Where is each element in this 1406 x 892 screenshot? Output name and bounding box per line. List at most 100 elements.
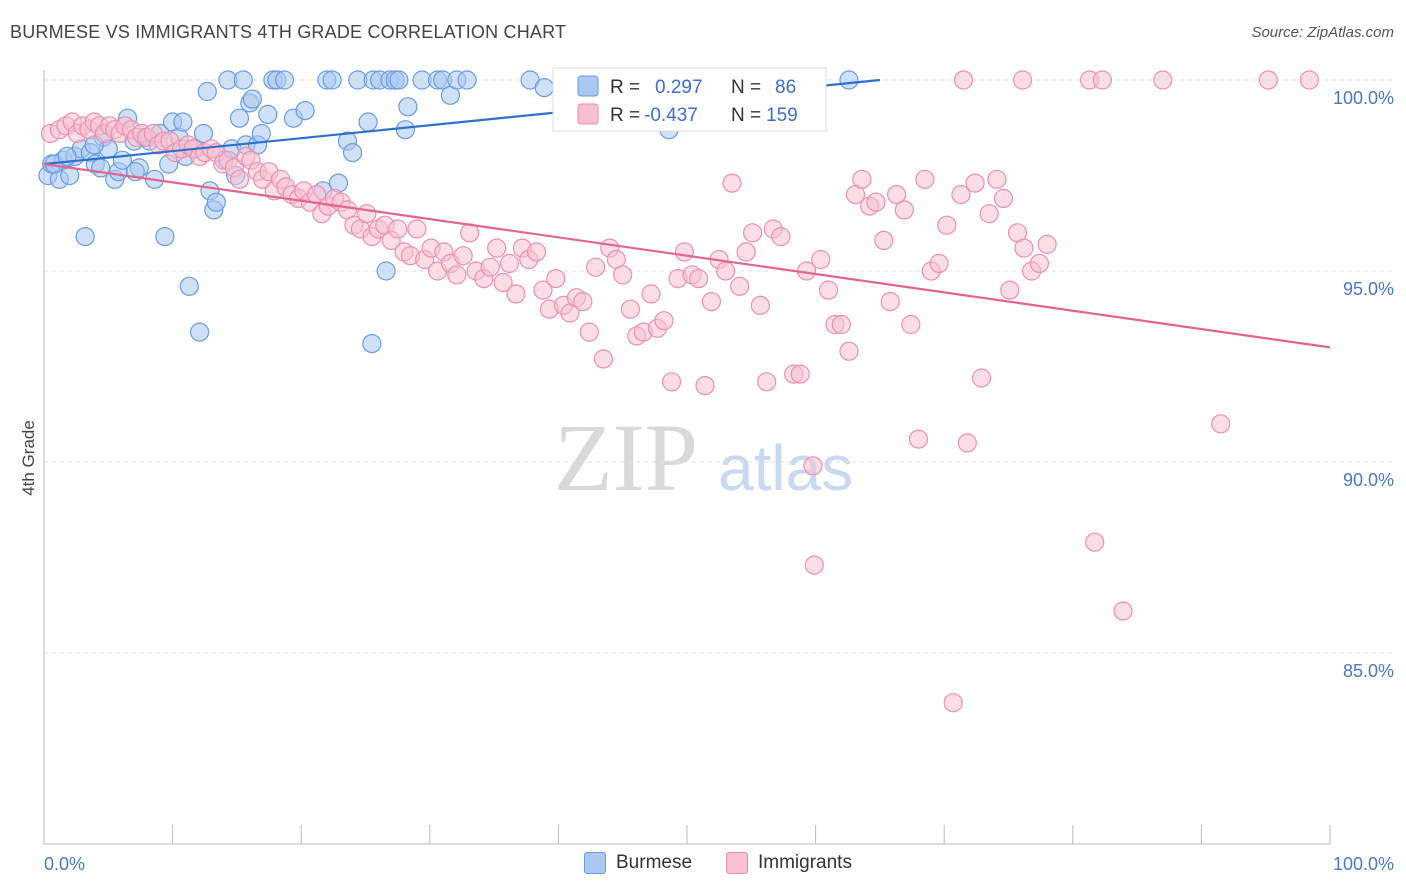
immigrants-point-138 [929,253,949,273]
stats-n-label-immigrants: N = [731,105,761,126]
y-tick-label-1: 95.0% [1343,279,1394,299]
immigrants-point-102 [674,242,695,262]
burmese-point-77 [534,77,554,98]
immigrants-point-122 [818,280,839,300]
immigrants-point-127 [852,169,872,189]
stats-swatch-immigrants [577,103,599,125]
immigrants-point-76 [499,253,520,273]
burmese-point-31 [190,322,210,342]
burmese-point-41 [229,108,250,128]
stats-n-label-burmese: N = [731,77,761,98]
y-tick-label-3: 85.0% [1343,661,1394,681]
burmese-point-23 [155,227,175,247]
watermark: ZIP atlas [554,404,853,511]
immigrants-point-142 [957,433,977,453]
immigrants-point-94 [620,299,641,319]
burmese-point-42 [233,70,253,90]
immigrants-point-143 [965,173,985,193]
y-tick-label-2: 90.0% [1343,470,1394,490]
burmese-point-61 [362,334,382,354]
watermark-zip: ZIP [554,404,698,511]
legend-label-immigrants: Immigrants [758,852,852,873]
immigrants-point-59 [388,219,408,239]
burmese-point-47 [251,123,271,144]
immigrants-point-116 [771,227,791,247]
immigrants-point-109 [722,173,742,193]
immigrants-point-73 [480,257,500,277]
immigrants-point-136 [915,169,935,189]
immigrants-point-120 [804,555,824,575]
immigrants-point-155 [1113,601,1133,621]
immigrants-point-154 [1085,532,1105,552]
immigrants-point-110 [730,276,750,296]
immigrants-point-162 [1153,70,1173,90]
immigrants-point-68 [447,265,467,285]
burmese-point-32 [193,123,214,144]
immigrants-point-69 [453,246,473,266]
immigrants-point-99 [654,311,674,331]
immigrants-point-141 [951,185,971,205]
immigrants-point-130 [874,230,894,250]
immigrants-point-121 [811,249,831,270]
immigrants-point-114 [757,372,777,392]
immigrants-point-104 [688,269,709,289]
burmese-point-67 [389,70,409,90]
immigrants-point-75 [493,272,513,293]
burmese-point-33 [197,81,217,102]
immigrants-point-124 [831,314,851,335]
immigrants-point-80 [526,242,547,262]
burmese-point-60 [358,112,378,132]
immigrants-point-164 [1299,70,1320,90]
immigrants-point-88 [579,322,599,342]
immigrants-point-111 [736,242,756,262]
watermark-atlas: atlas [718,432,853,504]
legend-item-immigrants: Immigrants [726,850,852,876]
chart-title: BURMESE VS IMMIGRANTS 4TH GRADE CORRELAT… [10,22,567,42]
burmese-point-51 [274,70,295,90]
immigrants-point-74 [487,238,507,258]
source-label: Source: ZipAtlas.com [1251,24,1394,41]
stats-n-value-immigrants: 159 [766,105,798,126]
immigrants-point-156 [1211,414,1231,434]
immigrants-point-125 [839,341,859,361]
immigrants-point-89 [586,257,606,277]
burmese-point-4 [60,165,80,186]
y-tick-labels: 100.0% 95.0% 90.0% 85.0% [1333,88,1394,681]
immigrants-point-93 [613,265,633,285]
immigrants-point-97 [641,284,661,304]
immigrants-point-133 [894,200,914,220]
immigrants-point-163 [1258,70,1278,90]
legend-swatch-immigrants [726,852,748,874]
legend-swatch-burmese [584,852,606,874]
immigrants-point-113 [750,295,770,315]
stats-r-value-immigrants: -0.437 [644,105,698,126]
immigrants-point-33 [229,169,250,189]
immigrants-point-157 [803,456,823,476]
immigrants-point-140 [943,693,963,713]
burmese-point-64 [376,261,396,281]
burmese-point-45 [242,89,262,109]
immigrants-point-150 [1014,238,1034,258]
immigrants-point-129 [866,192,886,212]
burmese-point-36 [206,192,226,212]
immigrants-point-100 [661,372,682,392]
stats-r-value-burmese: 0.297 [655,77,703,98]
immigrants-point-147 [993,188,1014,208]
immigrants-point-112 [742,223,763,243]
immigrants-point-90 [593,349,614,369]
immigrants-point-153 [1037,234,1057,254]
immigrants-point-159 [1012,70,1033,90]
stats-r-label-immigrants: R = [610,105,640,126]
immigrants-point-135 [908,429,929,449]
burmese-point-56 [322,70,342,90]
immigrants-point-161 [1092,70,1113,90]
immigrants-point-134 [901,314,921,335]
burmese-point-68 [395,120,415,140]
stats-n-value-burmese: 86 [775,77,796,98]
burmese-point-29 [179,276,199,296]
immigrants-point-139 [937,215,957,235]
immigrants-point-62 [407,219,427,239]
immigrants-point-152 [1029,253,1050,273]
immigrants-point-87 [573,292,593,312]
immigrants-point-131 [880,292,900,312]
